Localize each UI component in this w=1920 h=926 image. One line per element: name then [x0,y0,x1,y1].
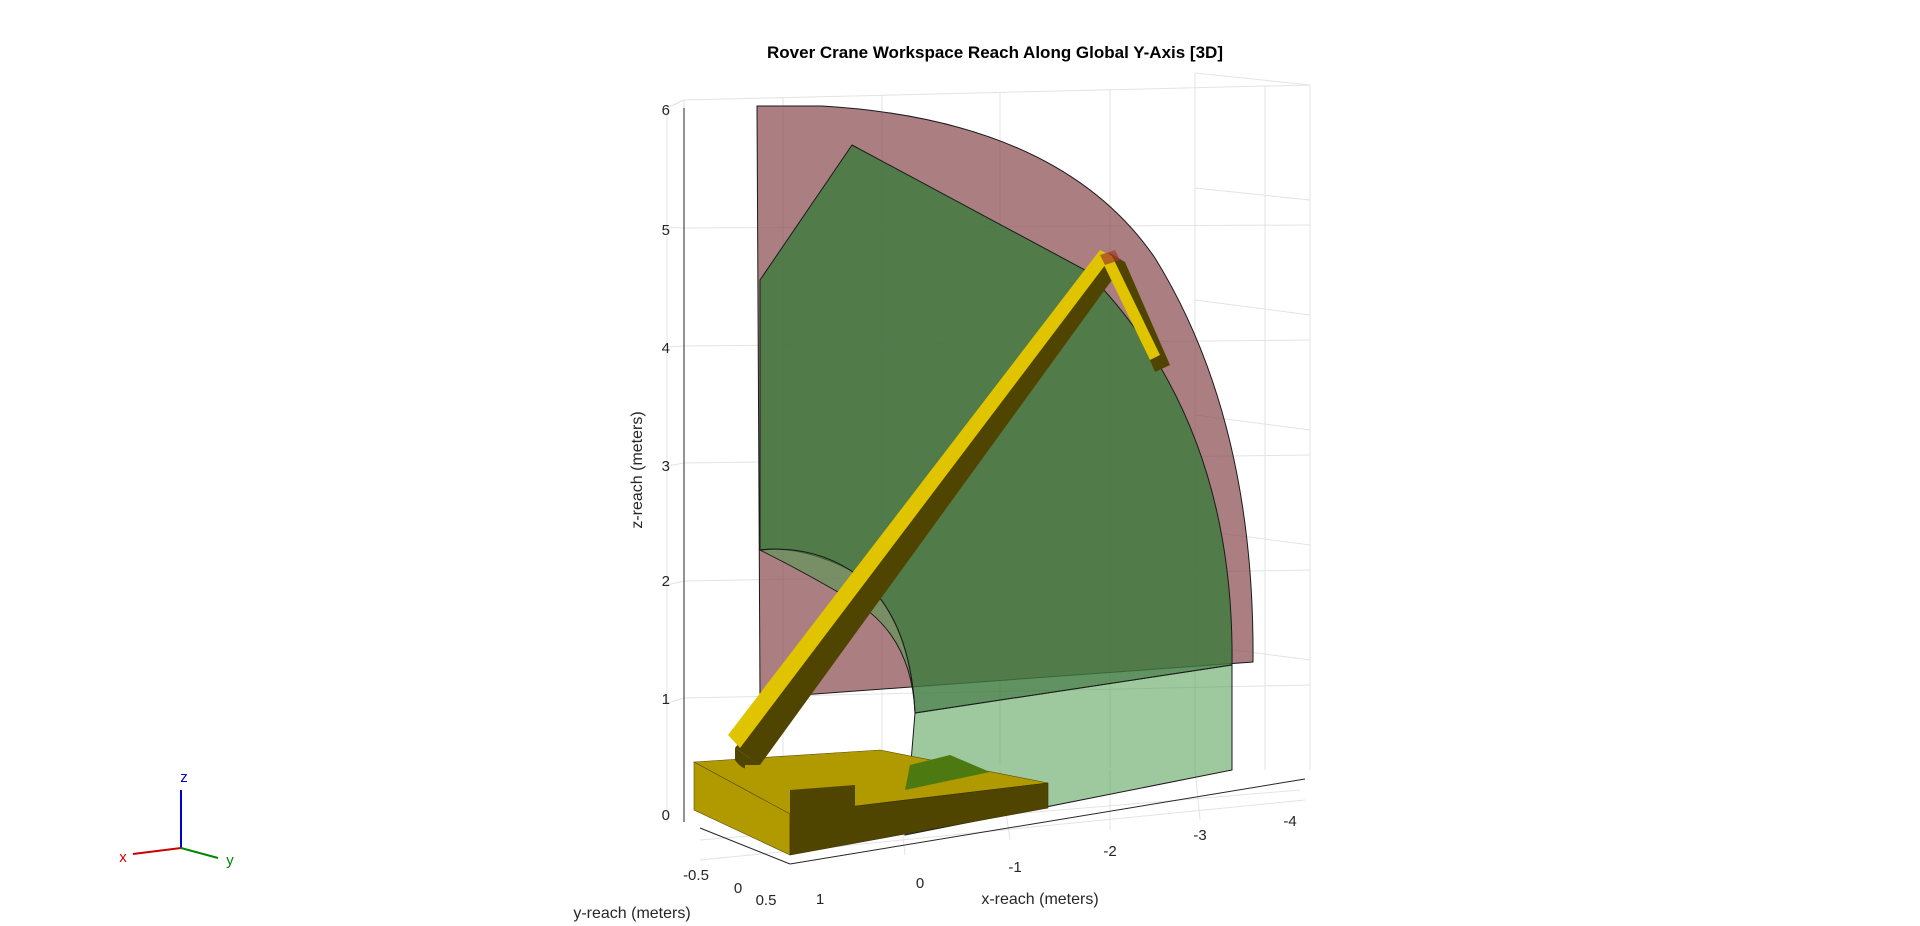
z-tick-label: 0 [662,807,670,824]
triad-x-axis [132,847,182,855]
z-tick-label: 2 [662,573,670,590]
y-tick-labels: -0.5 0 0.5 [683,867,776,909]
y-axis-label: y-reach (meters) [573,905,690,922]
z-tick-labels: 0 1 2 3 4 5 6 [662,102,670,824]
x-tick-label: -2 [1103,843,1116,860]
x-axis-line [789,778,1306,865]
x-tick-label: 0 [916,875,924,892]
chart-title: Rover Crane Workspace Reach Along Global… [767,43,1223,62]
x-tick-label: -3 [1193,827,1206,844]
x-tick-label: 1 [816,891,824,908]
y-axis-line [699,827,791,865]
x-axis-label: x-reach (meters) [981,891,1098,908]
triad-z-label: z [180,769,188,786]
x-tick-labels: 1 0 -1 -2 -3 -4 [816,813,1297,908]
x-tick-label: -1 [1008,859,1021,876]
triad-y-axis [180,847,219,859]
axis-lines [683,108,1306,865]
z-tick-label: 6 [662,102,670,119]
triad-x-label: x [119,849,127,866]
y-tick-label: 0.5 [756,892,777,909]
triad-y-label: y [226,852,234,869]
crane-boom [728,250,1170,780]
z-tick-label: 3 [662,458,670,475]
z-axis-label: z-reach (meters) [629,411,646,528]
y-tick-label: -0.5 [683,867,709,884]
x-tick-label: -4 [1283,813,1296,830]
z-tick-label: 4 [662,340,670,357]
z-tick-label: 1 [662,691,670,708]
y-tick-label: 0 [734,880,742,897]
axes-3d: 0 1 2 3 4 5 6 1 0 -1 -2 -3 -4 -0.5 0 0.5… [573,72,1311,922]
orientation-triad: z x y [119,769,234,869]
z-tick-label: 5 [662,222,670,239]
